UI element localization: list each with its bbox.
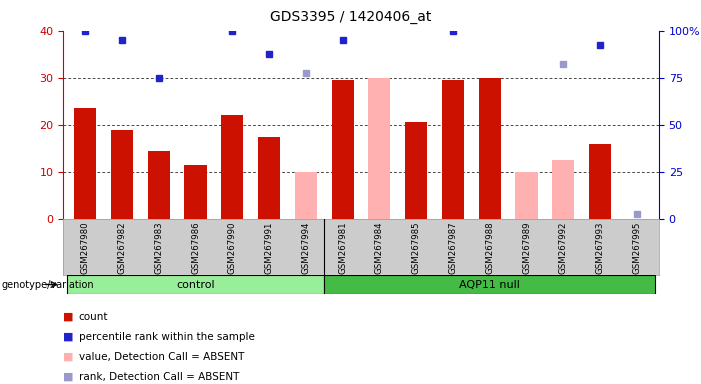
Bar bbox=[148, 151, 170, 219]
Bar bbox=[325, 275, 655, 294]
Text: value, Detection Call = ABSENT: value, Detection Call = ABSENT bbox=[79, 352, 244, 362]
Bar bbox=[67, 275, 325, 294]
Text: GSM267989: GSM267989 bbox=[522, 222, 531, 274]
Text: GSM267980: GSM267980 bbox=[81, 222, 90, 274]
Text: GSM267985: GSM267985 bbox=[411, 222, 421, 274]
Text: GSM267994: GSM267994 bbox=[301, 222, 311, 274]
Text: ■: ■ bbox=[63, 312, 74, 322]
Bar bbox=[222, 115, 243, 219]
Text: GSM267984: GSM267984 bbox=[375, 222, 384, 274]
Bar bbox=[552, 160, 574, 219]
Text: GSM267982: GSM267982 bbox=[118, 222, 126, 274]
Text: AQP11 null: AQP11 null bbox=[459, 280, 520, 290]
Text: ■: ■ bbox=[63, 372, 74, 382]
Bar bbox=[589, 144, 611, 219]
Text: rank, Detection Call = ABSENT: rank, Detection Call = ABSENT bbox=[79, 372, 239, 382]
Bar bbox=[442, 80, 464, 219]
Text: ■: ■ bbox=[63, 332, 74, 342]
Text: GSM267986: GSM267986 bbox=[191, 222, 200, 274]
Text: GSM267983: GSM267983 bbox=[154, 222, 163, 274]
Text: GSM267995: GSM267995 bbox=[632, 222, 641, 274]
Text: ■: ■ bbox=[63, 352, 74, 362]
Bar bbox=[295, 172, 317, 219]
Text: GSM267991: GSM267991 bbox=[264, 222, 273, 274]
Bar bbox=[368, 78, 390, 219]
Bar bbox=[111, 129, 133, 219]
Text: GSM267992: GSM267992 bbox=[559, 222, 568, 274]
Text: count: count bbox=[79, 312, 108, 322]
Text: control: control bbox=[176, 280, 215, 290]
Bar bbox=[74, 108, 96, 219]
Bar bbox=[184, 165, 207, 219]
Bar bbox=[479, 78, 501, 219]
Text: GSM267993: GSM267993 bbox=[596, 222, 604, 274]
Text: GSM267987: GSM267987 bbox=[449, 222, 458, 274]
Text: GDS3395 / 1420406_at: GDS3395 / 1420406_at bbox=[270, 10, 431, 23]
Text: GSM267988: GSM267988 bbox=[485, 222, 494, 274]
Text: genotype/variation: genotype/variation bbox=[1, 280, 94, 290]
Text: percentile rank within the sample: percentile rank within the sample bbox=[79, 332, 254, 342]
Bar bbox=[332, 80, 354, 219]
Bar bbox=[405, 122, 427, 219]
Bar bbox=[258, 137, 280, 219]
Bar bbox=[515, 172, 538, 219]
Text: GSM267990: GSM267990 bbox=[228, 222, 237, 274]
Text: GSM267981: GSM267981 bbox=[338, 222, 347, 274]
